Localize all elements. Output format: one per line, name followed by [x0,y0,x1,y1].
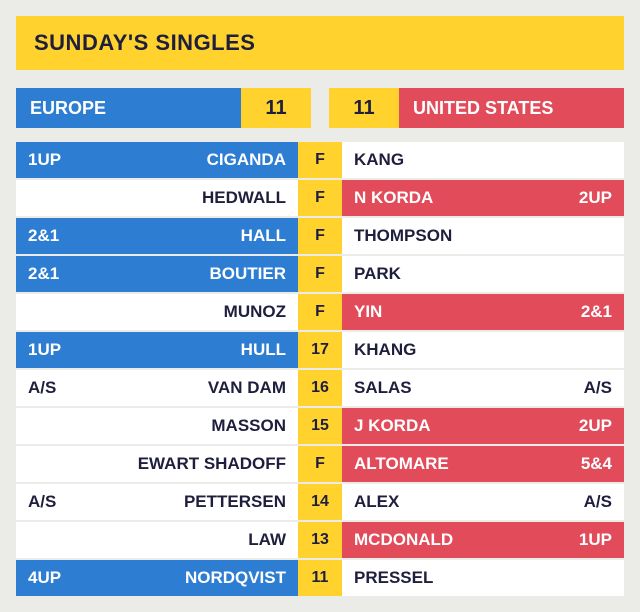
match-row: 2&1 HALL F THOMPSON [16,218,624,254]
europe-cell: MUNOZ [16,294,298,330]
europe-cell: 1UP CIGANDA [16,142,298,178]
us-status: A/S [584,378,612,398]
us-status: 2UP [579,188,612,208]
hole-cell: F [298,218,342,254]
europe-cell: MASSON [16,408,298,444]
europe-player: EWART SHADOFF [138,454,286,474]
europe-status: 2&1 [28,226,59,246]
us-cell: YIN 2&1 [342,294,624,330]
us-status: 2&1 [581,302,612,322]
match-row: MUNOZ F YIN 2&1 [16,294,624,330]
hole-cell: 15 [298,408,342,444]
team-score-row: EUROPE 11 11 UNITED STATES [16,88,624,128]
europe-cell: 1UP HULL [16,332,298,368]
europe-status: A/S [28,492,56,512]
us-player: MCDONALD [354,530,453,550]
us-player: J KORDA [354,416,431,436]
us-score: 11 [329,88,399,128]
title: SUNDAY'S SINGLES [34,30,606,56]
us-player: PARK [354,264,401,284]
hole-cell: F [298,446,342,482]
us-status: 1UP [579,530,612,550]
europe-label: EUROPE [16,88,241,128]
title-bar: SUNDAY'S SINGLES [16,16,624,70]
us-cell: KANG [342,142,624,178]
europe-status: 1UP [28,340,61,360]
us-player: N KORDA [354,188,433,208]
us-cell: J KORDA 2UP [342,408,624,444]
hole-cell: 11 [298,560,342,596]
hole-cell: 17 [298,332,342,368]
match-row: MASSON 15 J KORDA 2UP [16,408,624,444]
europe-player: CIGANDA [207,150,286,170]
europe-player: MUNOZ [224,302,286,322]
us-status: 5&4 [581,454,612,474]
europe-player: LAW [248,530,286,550]
match-row: A/S VAN DAM 16 SALAS A/S [16,370,624,406]
hole-cell: F [298,294,342,330]
europe-player: PETTERSEN [184,492,286,512]
match-row: 2&1 BOUTIER F PARK [16,256,624,292]
scoreboard: SUNDAY'S SINGLES EUROPE 11 11 UNITED STA… [0,0,640,612]
us-label: UNITED STATES [399,88,624,128]
match-row: HEDWALL F N KORDA 2UP [16,180,624,216]
hole-cell: 13 [298,522,342,558]
us-cell: KHANG [342,332,624,368]
hole-cell: F [298,180,342,216]
us-cell: SALAS A/S [342,370,624,406]
europe-status: 1UP [28,150,61,170]
europe-cell: 2&1 HALL [16,218,298,254]
hole-cell: 14 [298,484,342,520]
europe-player: NORDQVIST [185,568,286,588]
europe-side: EUROPE 11 [16,88,311,128]
us-player: ALEX [354,492,399,512]
europe-player: BOUTIER [210,264,287,284]
europe-status: 2&1 [28,264,59,284]
us-side: 11 UNITED STATES [329,88,624,128]
us-cell: PARK [342,256,624,292]
match-row: 1UP HULL 17 KHANG [16,332,624,368]
us-cell: THOMPSON [342,218,624,254]
us-cell: ALTOMARE 5&4 [342,446,624,482]
match-row: 4UP NORDQVIST 11 PRESSEL [16,560,624,596]
hole-cell: 16 [298,370,342,406]
us-player: PRESSEL [354,568,433,588]
us-player: SALAS [354,378,412,398]
us-player: ALTOMARE [354,454,449,474]
match-row: LAW 13 MCDONALD 1UP [16,522,624,558]
matches-list: 1UP CIGANDA F KANG HEDWALL F N KORDA 2UP 2&1 HALL… [16,142,624,596]
us-player: KHANG [354,340,416,360]
match-row: 1UP CIGANDA F KANG [16,142,624,178]
europe-cell: 4UP NORDQVIST [16,560,298,596]
match-row: A/S PETTERSEN 14 ALEX A/S [16,484,624,520]
us-cell: PRESSEL [342,560,624,596]
europe-player: MASSON [211,416,286,436]
us-status: 2UP [579,416,612,436]
us-status: A/S [584,492,612,512]
us-cell: ALEX A/S [342,484,624,520]
us-cell: MCDONALD 1UP [342,522,624,558]
us-cell: N KORDA 2UP [342,180,624,216]
europe-cell: A/S PETTERSEN [16,484,298,520]
europe-cell: A/S VAN DAM [16,370,298,406]
europe-cell: EWART SHADOFF [16,446,298,482]
europe-player: HULL [241,340,286,360]
europe-cell: LAW [16,522,298,558]
europe-cell: HEDWALL [16,180,298,216]
europe-player: HEDWALL [202,188,286,208]
match-row: EWART SHADOFF F ALTOMARE 5&4 [16,446,624,482]
europe-cell: 2&1 BOUTIER [16,256,298,292]
us-player: YIN [354,302,382,322]
us-player: THOMPSON [354,226,452,246]
us-player: KANG [354,150,404,170]
europe-score: 11 [241,88,311,128]
hole-cell: F [298,142,342,178]
europe-status: 4UP [28,568,61,588]
europe-status: A/S [28,378,56,398]
europe-player: VAN DAM [208,378,286,398]
hole-cell: F [298,256,342,292]
europe-player: HALL [241,226,286,246]
